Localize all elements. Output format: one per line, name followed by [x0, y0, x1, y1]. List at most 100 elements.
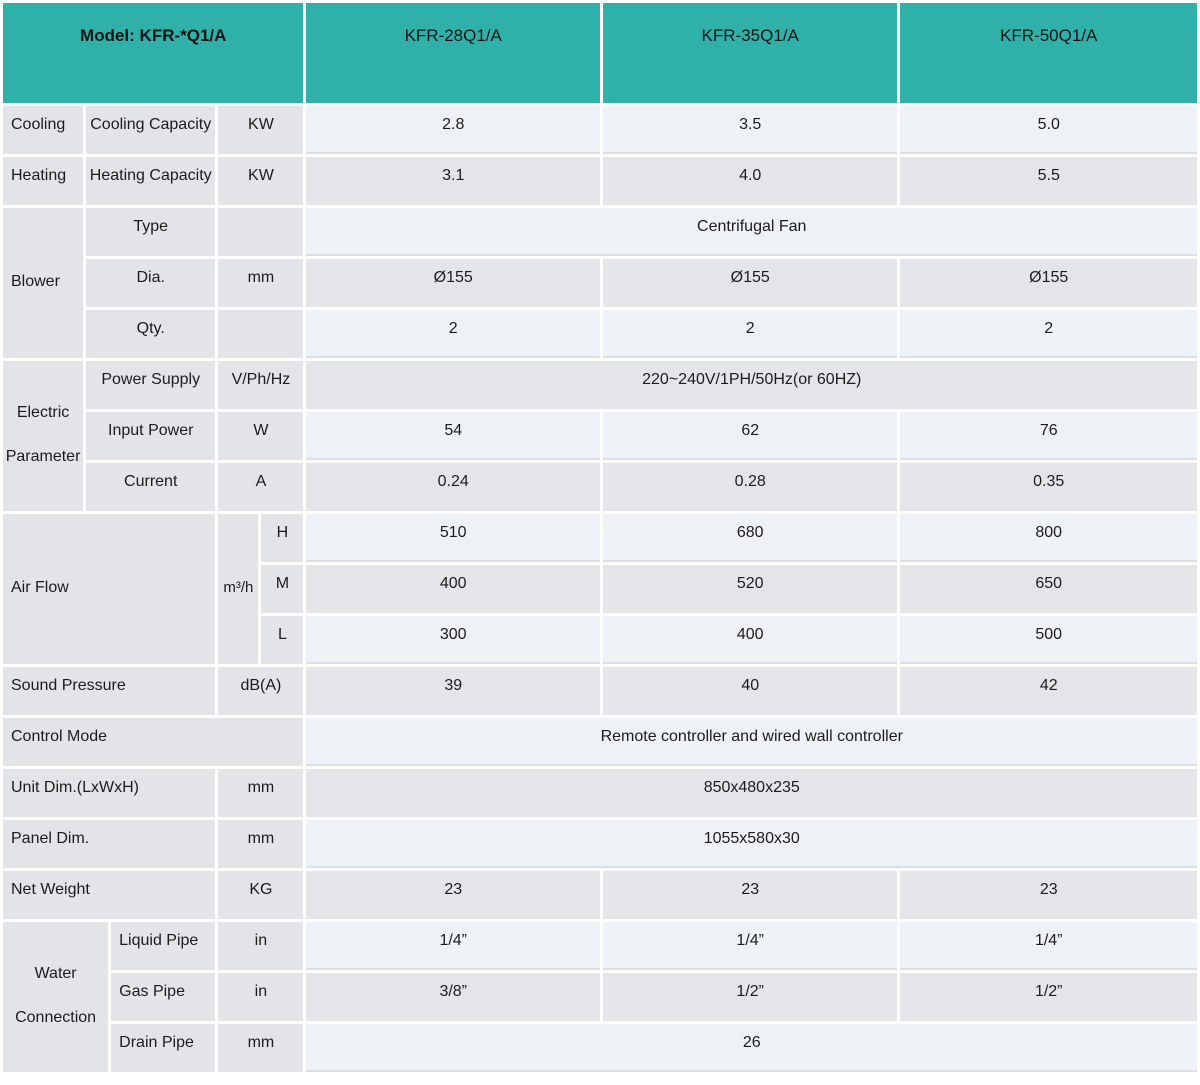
sound-pressure-unit: dB(A): [218, 667, 304, 715]
gas-pipe-value-0: 3/8”: [306, 973, 600, 1021]
blower-qty-value-1: 2: [602, 310, 898, 358]
cooling-value-1: 3.5: [602, 106, 898, 154]
net-weight-label: Net Weight: [3, 871, 216, 919]
airflow-mid-value-1: 520: [602, 565, 898, 613]
power-supply-label: Power Supply: [86, 361, 216, 409]
sound-pressure-label: Sound Pressure: [3, 667, 216, 715]
drain-pipe-label: Drain Pipe: [111, 1024, 216, 1072]
cooling-item-label: Cooling Capacity: [86, 106, 216, 154]
blower-qty-value-0: 2: [306, 310, 600, 358]
airflow-high-value-0: 510: [306, 514, 600, 562]
input-power-value-0: 54: [306, 412, 600, 460]
blower-dia-value-2: Ø155: [900, 259, 1197, 307]
blower-type-label: Type: [86, 208, 216, 256]
gas-pipe-label: Gas Pipe: [111, 973, 216, 1021]
airflow-low-value-1: 400: [602, 616, 898, 664]
liquid-pipe-value-0: 1/4”: [306, 922, 600, 970]
gas-pipe-unit: in: [218, 973, 304, 1021]
airflow-unit: m³/h: [218, 514, 259, 664]
current-value-1: 0.28: [602, 463, 898, 511]
blower-qty-value-2: 2: [900, 310, 1197, 358]
row-water-liquid: Water Connection Liquid Pipe in 1/4” 1/4…: [3, 922, 1197, 1072]
airflow-low-value-0: 300: [306, 616, 600, 664]
row-blower-qty: Qty. 2 2 2: [3, 310, 1197, 358]
row-airflow-high: Air Flow m³/h H 510 680 800: [3, 514, 1197, 664]
row-water-drain: Drain Pipe mm 26: [3, 1024, 1197, 1072]
electric-group-label: Electric Parameter: [3, 361, 84, 511]
liquid-pipe-value-2: 1/4”: [900, 922, 1197, 970]
sound-pressure-value-0: 39: [306, 667, 600, 715]
airflow-mid-label: M: [261, 565, 304, 613]
liquid-pipe-unit: in: [218, 922, 304, 970]
blower-dia-value-0: Ø155: [306, 259, 600, 307]
row-water-gas: Gas Pipe in 3/8” 1/2” 1/2”: [3, 973, 1197, 1021]
liquid-pipe-label: Liquid Pipe: [111, 922, 216, 970]
unit-dim-value: 850x480x235: [306, 769, 1197, 817]
blower-qty-unit: [218, 310, 304, 358]
water-group-label: Water Connection: [3, 922, 109, 1072]
input-power-label: Input Power: [86, 412, 216, 460]
blower-dia-value-1: Ø155: [602, 259, 898, 307]
header-col-kfr-50: KFR-50Q1/A: [900, 3, 1197, 103]
panel-dim-label: Panel Dim.: [3, 820, 216, 868]
airflow-mid-value-0: 400: [306, 565, 600, 613]
unit-dim-label: Unit Dim.(LxWxH): [3, 769, 216, 817]
blower-type-value: Centrifugal Fan: [306, 208, 1197, 256]
power-supply-value: 220~240V/1PH/50Hz(or 60HZ): [306, 361, 1197, 409]
panel-dim-value: 1055x580x30: [306, 820, 1197, 868]
cooling-group-label: Cooling: [3, 106, 84, 154]
airflow-low-value-2: 500: [900, 616, 1197, 664]
cooling-unit: KW: [218, 106, 304, 154]
heating-item-label: Heating Capacity: [86, 157, 216, 205]
row-unit-dim: Unit Dim.(LxWxH) mm 850x480x235: [3, 769, 1197, 817]
row-cooling: Cooling Cooling Capacity KW 2.8 3.5 5.0: [3, 106, 1197, 154]
row-airflow-mid: M 400 520 650: [3, 565, 1197, 613]
row-heating: Heating Heating Capacity KW 3.1 4.0 5.5: [3, 157, 1197, 205]
control-mode-value: Remote controller and wired wall control…: [306, 718, 1197, 766]
row-blower-type: Blower Type Centrifugal Fan: [3, 208, 1197, 358]
header-col-kfr-28: KFR-28Q1/A: [306, 3, 600, 103]
sound-pressure-value-1: 40: [602, 667, 898, 715]
blower-qty-label: Qty.: [86, 310, 216, 358]
airflow-high-value-1: 680: [602, 514, 898, 562]
current-label: Current: [86, 463, 216, 511]
airflow-low-label: L: [261, 616, 304, 664]
control-mode-label: Control Mode: [3, 718, 304, 766]
airflow-mid-value-2: 650: [900, 565, 1197, 613]
current-unit: A: [218, 463, 304, 511]
input-power-value-2: 76: [900, 412, 1197, 460]
airflow-high-label: H: [261, 514, 304, 562]
liquid-pipe-value-1: 1/4”: [602, 922, 898, 970]
blower-group-label: Blower: [3, 208, 84, 358]
header-col-kfr-35: KFR-35Q1/A: [602, 3, 898, 103]
heating-value-2: 5.5: [900, 157, 1197, 205]
cooling-value-2: 5.0: [900, 106, 1197, 154]
heating-value-0: 3.1: [306, 157, 600, 205]
input-power-unit: W: [218, 412, 304, 460]
airflow-group-label: Air Flow: [3, 514, 216, 664]
airflow-high-value-2: 800: [900, 514, 1197, 562]
blower-type-unit: [218, 208, 304, 256]
heating-unit: KW: [218, 157, 304, 205]
unit-dim-unit: mm: [218, 769, 304, 817]
row-control-mode: Control Mode Remote controller and wired…: [3, 718, 1197, 766]
row-panel-dim: Panel Dim. mm 1055x580x30: [3, 820, 1197, 868]
cooling-value-0: 2.8: [306, 106, 600, 154]
net-weight-value-0: 23: [306, 871, 600, 919]
drain-pipe-unit: mm: [218, 1024, 304, 1072]
row-electric-input-power: Input Power W 54 62 76: [3, 412, 1197, 460]
gas-pipe-value-1: 1/2”: [602, 973, 898, 1021]
heating-value-1: 4.0: [602, 157, 898, 205]
row-electric-power-supply: Electric Parameter Power Supply V/Ph/Hz …: [3, 361, 1197, 511]
net-weight-value-2: 23: [900, 871, 1197, 919]
input-power-value-1: 62: [602, 412, 898, 460]
blower-dia-unit: mm: [218, 259, 304, 307]
row-electric-current: Current A 0.24 0.28 0.35: [3, 463, 1197, 511]
row-blower-dia: Dia. mm Ø155 Ø155 Ø155: [3, 259, 1197, 307]
gas-pipe-value-2: 1/2”: [900, 973, 1197, 1021]
power-supply-unit: V/Ph/Hz: [218, 361, 304, 409]
heating-group-label: Heating: [3, 157, 84, 205]
sound-pressure-value-2: 42: [900, 667, 1197, 715]
row-sound-pressure: Sound Pressure dB(A) 39 40 42: [3, 667, 1197, 715]
